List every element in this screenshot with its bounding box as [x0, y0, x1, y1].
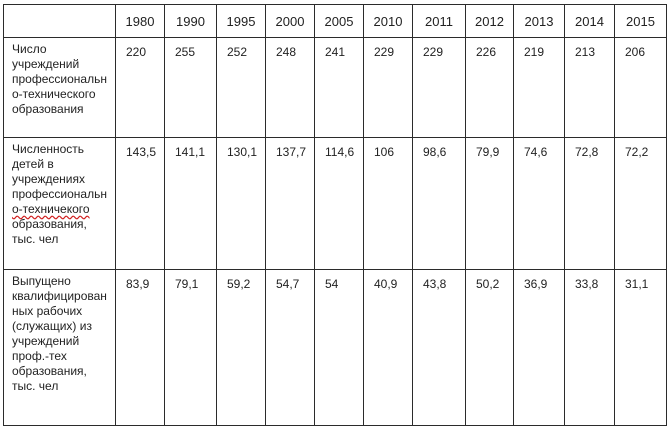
value-cell: 83,9	[115, 269, 165, 426]
value-cell: 33,8	[564, 269, 615, 426]
value-cell: 114,6	[314, 137, 364, 270]
label-line: квалифицирован	[12, 289, 107, 303]
value-cell: 220	[115, 37, 165, 138]
label-line: образования,	[12, 217, 87, 231]
header-corner-cell	[3, 4, 116, 38]
value-cell: 137,7	[265, 137, 315, 270]
spellcheck-underlined-word: о-техничекого	[12, 202, 90, 216]
value-cell: 36,9	[513, 269, 565, 426]
value-cell: 141,1	[164, 137, 217, 270]
year-header-cell: 1980	[115, 4, 165, 38]
year-header-cell: 2010	[363, 4, 413, 38]
table-row: Численность детей в учреждениях професси…	[3, 137, 667, 270]
value-cell: 43,8	[412, 269, 466, 426]
label-line: профессиональн	[12, 187, 107, 201]
year-header-cell: 1995	[216, 4, 266, 38]
label-line: о-техничекого	[12, 202, 111, 217]
value-cell: 50,2	[465, 269, 514, 426]
label-line: проф.-тех	[12, 349, 67, 363]
row-label-graduates: Выпущено квалифицирован ных рабочих (слу…	[3, 269, 116, 426]
year-header-cell: 2000	[265, 4, 315, 38]
label-line: о-технического	[12, 87, 96, 101]
value-cell: 213	[564, 37, 615, 138]
table-row: Выпущено квалифицирован ных рабочих (слу…	[3, 269, 667, 426]
label-line: детей в	[12, 157, 54, 171]
value-cell: 74,6	[513, 137, 565, 270]
label-line: тыс. чел	[12, 379, 59, 393]
value-cell: 72,2	[614, 137, 667, 270]
label-line: учреждениях	[12, 172, 85, 186]
value-cell: 143,5	[115, 137, 165, 270]
label-line: тыс. чел	[12, 232, 59, 246]
row-label-institutions: Число учреждений профессиональн о-технич…	[3, 37, 116, 138]
label-line: профессиональн	[12, 72, 107, 86]
year-header-cell: 2013	[513, 4, 565, 38]
value-cell: 248	[265, 37, 315, 138]
label-line: (служащих) из	[12, 319, 92, 333]
label-line: учреждений	[12, 334, 80, 348]
value-cell: 59,2	[216, 269, 266, 426]
year-header-cell: 1990	[164, 4, 217, 38]
value-cell: 241	[314, 37, 364, 138]
value-cell: 229	[412, 37, 466, 138]
value-cell: 98,6	[412, 137, 466, 270]
label-line: Численность	[12, 142, 85, 156]
value-cell: 54	[314, 269, 364, 426]
year-header-cell: 2005	[314, 4, 364, 38]
value-cell: 31,1	[614, 269, 667, 426]
label-line: учреждений	[12, 57, 80, 71]
value-cell: 72,8	[564, 137, 615, 270]
value-cell: 226	[465, 37, 514, 138]
row-label-students: Численность детей в учреждениях професси…	[3, 137, 116, 270]
statistics-table: 1980 1990 1995 2000 2005 2010 2011 2012 …	[3, 4, 667, 426]
label-line: ных рабочих	[12, 304, 83, 318]
value-cell: 79,1	[164, 269, 217, 426]
year-header-cell: 2015	[614, 4, 667, 38]
value-cell: 106	[363, 137, 413, 270]
label-line: образования	[12, 102, 84, 116]
header-row: 1980 1990 1995 2000 2005 2010 2011 2012 …	[3, 4, 667, 38]
year-header-cell: 2011	[412, 4, 466, 38]
label-line: Число	[12, 42, 47, 56]
year-header-cell: 2014	[564, 4, 615, 38]
value-cell: 130,1	[216, 137, 266, 270]
value-cell: 255	[164, 37, 217, 138]
value-cell: 206	[614, 37, 667, 138]
value-cell: 252	[216, 37, 266, 138]
label-line: Выпущено	[12, 274, 71, 288]
value-cell: 79,9	[465, 137, 514, 270]
value-cell: 40,9	[363, 269, 413, 426]
value-cell: 54,7	[265, 269, 315, 426]
label-line: образования,	[12, 364, 87, 378]
year-header-cell: 2012	[465, 4, 514, 38]
table-row: Число учреждений профессиональн о-технич…	[3, 37, 667, 138]
value-cell: 229	[363, 37, 413, 138]
value-cell: 219	[513, 37, 565, 138]
